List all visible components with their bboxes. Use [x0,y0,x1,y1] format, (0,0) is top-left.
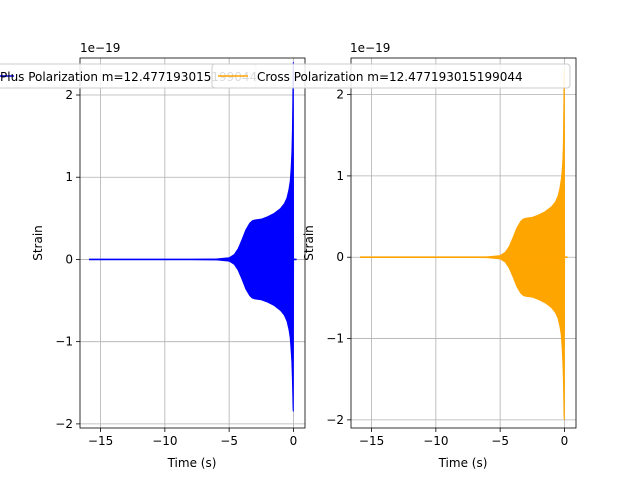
y-tick-label: −1 [326,332,344,346]
x-axis-label: Time (s) [167,456,217,470]
x-tick-label: −5 [491,434,509,448]
x-tick-label: −15 [88,434,113,448]
y-tick-label: 0 [65,252,73,266]
plot-frame [79,57,306,429]
x-tick-label: −10 [423,434,448,448]
legend-plus: Plus Polarization m=12.477193015199044 [0,63,257,89]
x-axis-label: Time (s) [438,456,488,470]
y-offset-label: 1e−19 [350,41,390,55]
y-tick-label: −2 [55,417,73,431]
legend-label: Cross Polarization m=12.477193015199044 [257,70,523,84]
y-tick-label: −1 [55,335,73,349]
y-tick-label: 0 [336,250,344,264]
legend-label: Plus Polarization m=12.477193015199044 [0,70,257,84]
x-tick-label: 0 [561,434,569,448]
x-tick-label: −5 [220,434,238,448]
series-cross-polarization [360,70,568,420]
x-tick-label: −15 [359,434,384,448]
plot-frame [350,57,577,429]
y-tick-label: 2 [65,88,73,102]
y-tick-label: 1 [336,169,344,183]
y-axis-label: Strain [302,225,316,261]
y-axis-label: Strain [31,225,45,261]
series-plus-polarization [89,62,297,412]
y-tick-label: −2 [326,413,344,427]
legend-box [211,63,571,89]
x-tick-label: 0 [290,434,298,448]
legend-cross: Cross Polarization m=12.477193015199044 [211,63,571,89]
y-tick-label: 1 [65,170,73,184]
x-tick-label: −10 [152,434,177,448]
y-offset-label: 1e−19 [80,41,120,55]
y-tick-label: 2 [336,88,344,102]
